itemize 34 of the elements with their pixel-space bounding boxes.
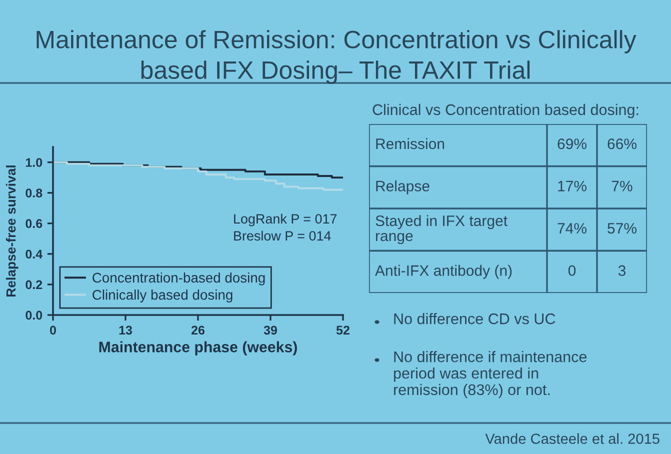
x-tick-label: 0 bbox=[50, 326, 56, 335]
data-label: 57% bbox=[608, 223, 636, 234]
x-axis-title: Maintenance phase (weeks) bbox=[99, 341, 297, 356]
data-label: 69% bbox=[558, 138, 586, 150]
y-tick-label: 0.4 bbox=[26, 250, 43, 259]
data-label: 3 bbox=[618, 265, 626, 276]
data-label: 74% bbox=[558, 223, 586, 234]
category-label: Relapse bbox=[376, 180, 430, 194]
data-label: 0 bbox=[568, 265, 576, 276]
x-tick-label: 13 bbox=[119, 326, 132, 335]
y-tick-label: 1.0 bbox=[26, 158, 42, 167]
legend-label: Clinically based dosing bbox=[92, 290, 232, 302]
legend-label: Concentration-based dosing bbox=[92, 272, 265, 286]
text: Clinical vs Concentration based dosing: bbox=[372, 104, 638, 118]
category-label: Anti-IFX antibody (n) bbox=[375, 264, 512, 279]
annotation: LogRank P = 017 bbox=[234, 214, 337, 226]
data-label: 17% bbox=[558, 180, 586, 192]
data-label: 7% bbox=[612, 180, 632, 192]
category-label: Stayed in IFX target range bbox=[376, 215, 508, 244]
category-label: Remission bbox=[376, 138, 444, 150]
y-tick-label: 0.0 bbox=[26, 310, 42, 320]
y-tick-label: 0.8 bbox=[26, 188, 42, 198]
y-tick-label: 0.6 bbox=[26, 219, 42, 228]
data-label: 66% bbox=[608, 138, 636, 150]
x-tick-label: 39 bbox=[264, 326, 277, 335]
text: No difference if maintenance period was entered in remission (83%) or not. bbox=[394, 351, 587, 398]
text: Vande Casteele et al. 2015 bbox=[485, 433, 660, 444]
x-tick-label: 52 bbox=[336, 326, 350, 335]
chart-title: Maintenance of Remission: Concentration vs Clinically based IFX Dosing– The TAXIT Trial bbox=[36, 30, 636, 84]
annotation: Breslow P = 014 bbox=[234, 230, 331, 241]
text: No difference CD vs UC bbox=[394, 313, 556, 324]
y-tick-label: 0.2 bbox=[26, 280, 42, 290]
x-tick-label: 26 bbox=[191, 326, 204, 335]
y-axis-title: Relapse-free survival bbox=[6, 166, 18, 296]
